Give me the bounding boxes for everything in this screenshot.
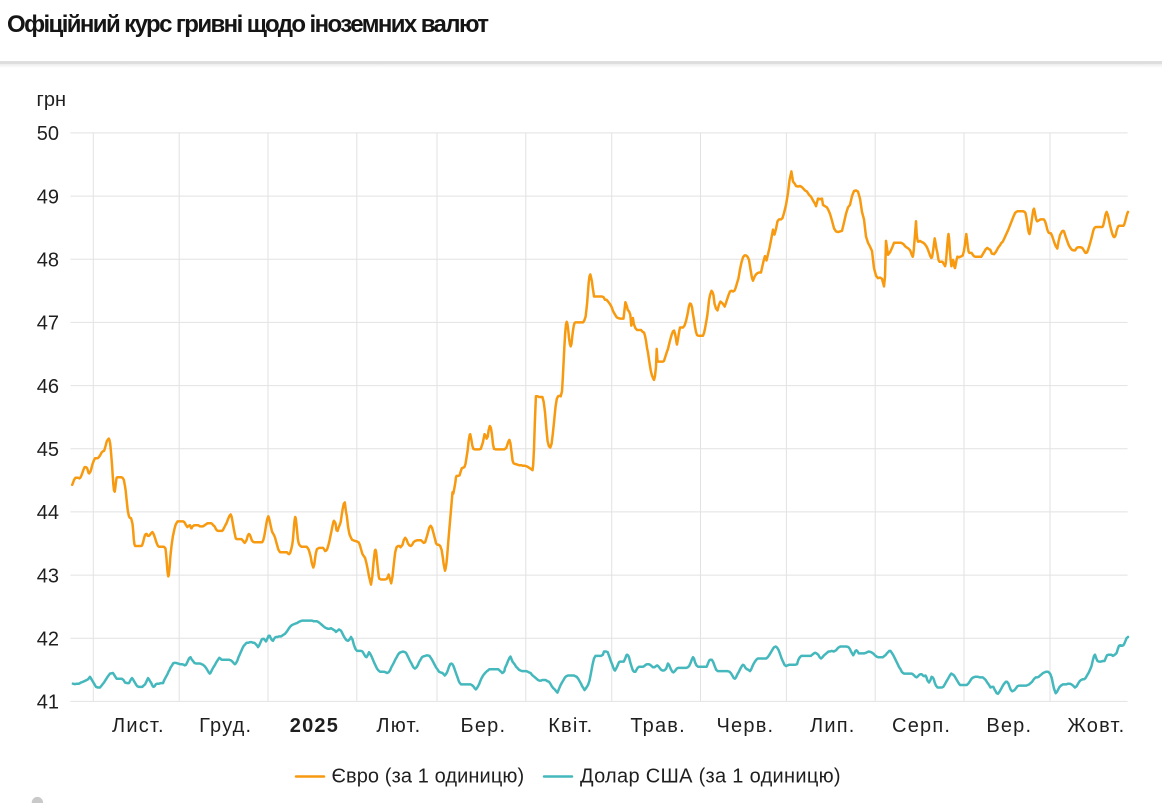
svg-text:50: 50 bbox=[37, 123, 59, 145]
svg-text:Долар США (за 1 одиницю): Долар США (за 1 одиницю) bbox=[580, 766, 841, 788]
svg-text:Серп.: Серп. bbox=[892, 715, 951, 737]
svg-text:Лип.: Лип. bbox=[810, 715, 855, 737]
svg-text:43: 43 bbox=[37, 565, 59, 587]
svg-text:Черв.: Черв. bbox=[717, 715, 775, 737]
svg-text:46: 46 bbox=[37, 376, 59, 398]
svg-text:грн: грн bbox=[37, 89, 66, 111]
svg-text:42: 42 bbox=[37, 629, 59, 651]
svg-text:Груд.: Груд. bbox=[199, 715, 252, 737]
svg-text:47: 47 bbox=[37, 313, 59, 335]
svg-text:41: 41 bbox=[37, 692, 59, 714]
svg-text:Жовт.: Жовт. bbox=[1067, 715, 1125, 737]
svg-text:2025: 2025 bbox=[290, 715, 339, 737]
svg-text:Бер.: Бер. bbox=[461, 715, 507, 737]
svg-text:Квіт.: Квіт. bbox=[548, 715, 593, 737]
svg-text:45: 45 bbox=[37, 439, 59, 461]
svg-text:Лист.: Лист. bbox=[112, 715, 165, 737]
svg-text:Трав.: Трав. bbox=[630, 715, 686, 737]
svg-text:48: 48 bbox=[37, 249, 59, 271]
svg-text:44: 44 bbox=[37, 502, 59, 524]
svg-text:Євро (за 1 одиницю): Євро (за 1 одиницю) bbox=[332, 766, 525, 788]
svg-text:Вер.: Вер. bbox=[986, 715, 1032, 737]
svg-text:49: 49 bbox=[37, 186, 59, 208]
svg-text:Лют.: Лют. bbox=[376, 715, 421, 737]
